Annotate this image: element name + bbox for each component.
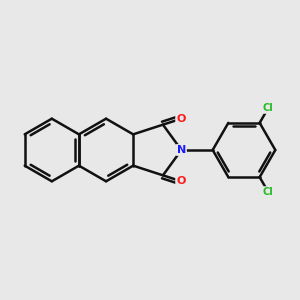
Text: Cl: Cl (263, 187, 274, 197)
Text: O: O (176, 176, 185, 186)
Text: Cl: Cl (263, 103, 274, 113)
Text: N: N (177, 145, 186, 155)
Text: O: O (176, 114, 185, 124)
